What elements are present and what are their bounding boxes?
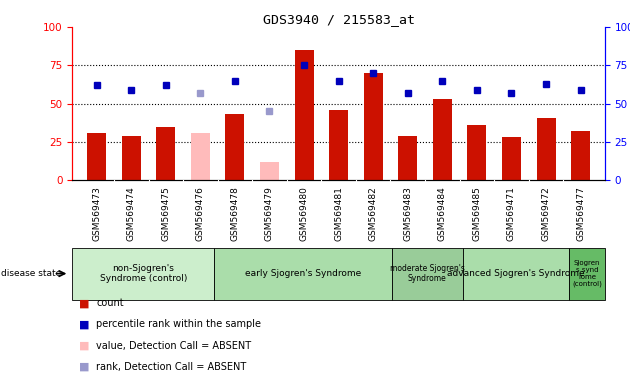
Bar — [214, 248, 392, 300]
Text: GSM569484: GSM569484 — [438, 186, 447, 241]
Bar — [156, 127, 175, 180]
Text: GSM569472: GSM569472 — [542, 186, 551, 241]
Bar — [433, 99, 452, 180]
Text: GSM569479: GSM569479 — [265, 186, 274, 241]
Text: Sjogren
s synd
rome
(control): Sjogren s synd rome (control) — [572, 260, 602, 287]
Text: GSM569481: GSM569481 — [334, 186, 343, 241]
Text: GSM569473: GSM569473 — [92, 186, 101, 241]
Text: GSM569475: GSM569475 — [161, 186, 170, 241]
Text: GSM569471: GSM569471 — [507, 186, 516, 241]
Bar — [260, 162, 279, 180]
Bar — [502, 137, 521, 180]
Bar — [570, 248, 605, 300]
Text: ■: ■ — [79, 362, 89, 372]
Bar — [467, 125, 486, 180]
Text: disease state: disease state — [1, 269, 62, 278]
Text: ■: ■ — [79, 319, 89, 329]
Title: GDS3940 / 215583_at: GDS3940 / 215583_at — [263, 13, 415, 26]
Bar — [364, 73, 382, 180]
Bar — [392, 248, 463, 300]
Text: moderate Sjogren's
Syndrome: moderate Sjogren's Syndrome — [390, 264, 465, 283]
Text: GSM569478: GSM569478 — [231, 186, 239, 241]
Text: GSM569482: GSM569482 — [369, 186, 378, 241]
Text: rank, Detection Call = ABSENT: rank, Detection Call = ABSENT — [96, 362, 246, 372]
Text: GSM569477: GSM569477 — [576, 186, 585, 241]
Text: percentile rank within the sample: percentile rank within the sample — [96, 319, 261, 329]
Text: non-Sjogren's
Syndrome (control): non-Sjogren's Syndrome (control) — [100, 264, 187, 283]
Text: ■: ■ — [79, 298, 89, 308]
Bar — [295, 50, 314, 180]
Bar — [122, 136, 140, 180]
Bar — [537, 118, 556, 180]
Bar — [571, 131, 590, 180]
Text: GSM569476: GSM569476 — [196, 186, 205, 241]
Bar — [463, 248, 570, 300]
Text: GSM569474: GSM569474 — [127, 186, 135, 241]
Text: advanced Sjogren's Syndrome: advanced Sjogren's Syndrome — [447, 269, 585, 278]
Text: ■: ■ — [79, 341, 89, 351]
Text: GSM569480: GSM569480 — [299, 186, 309, 241]
Bar — [191, 133, 210, 180]
Text: value, Detection Call = ABSENT: value, Detection Call = ABSENT — [96, 341, 251, 351]
Text: count: count — [96, 298, 124, 308]
Text: GSM569483: GSM569483 — [403, 186, 412, 241]
Bar — [398, 136, 417, 180]
Bar — [72, 248, 214, 300]
Text: early Sjogren's Syndrome: early Sjogren's Syndrome — [245, 269, 361, 278]
Bar — [226, 114, 244, 180]
Text: GSM569485: GSM569485 — [472, 186, 481, 241]
Bar — [87, 133, 106, 180]
Bar — [329, 110, 348, 180]
